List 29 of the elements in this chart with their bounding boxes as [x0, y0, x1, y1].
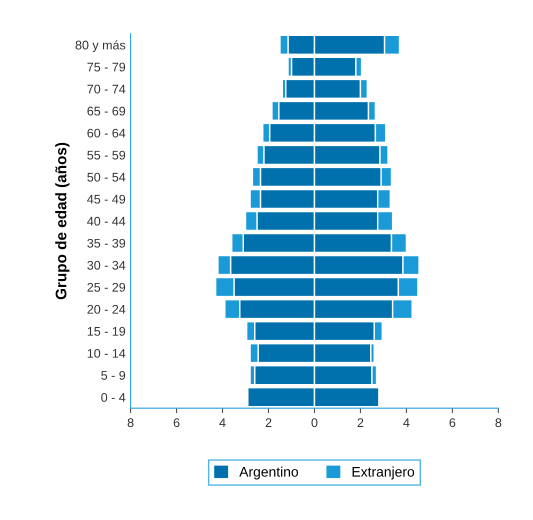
y-tick-label: 20 - 24	[87, 304, 126, 314]
y-tick-label: 70 - 74	[87, 84, 126, 94]
y-tick-label: 80 y más	[76, 40, 126, 52]
x-tick-label: 2	[358, 418, 364, 427]
y-tick-label: 75 - 79	[87, 62, 126, 72]
x-tick-label: 8	[128, 418, 134, 428]
x-tick-label: 4	[403, 418, 410, 427]
y-tick-label: 60 - 64	[87, 128, 126, 138]
y-tick-label: 10 - 14	[88, 348, 126, 358]
legend-label: Argentino	[239, 466, 298, 480]
x-tick-label: 8	[495, 418, 502, 428]
y-tick-label: 65 - 69	[87, 106, 126, 116]
x-tick-label: 2	[266, 418, 272, 427]
y-tick-label: 45 - 49	[87, 194, 126, 204]
y-tick-label: 40 - 44	[87, 216, 126, 226]
y-axis-title: Grupo de edad (años)	[55, 142, 70, 300]
y-tick-label: 0 - 4	[101, 392, 126, 402]
y-tick-label: 15 - 19	[88, 326, 126, 336]
y-tick-label: 25 - 29	[87, 282, 126, 292]
y-tick-label: 50 - 54	[87, 172, 126, 182]
y-tick-label: 30 - 34	[87, 260, 126, 270]
x-tick-label: 4	[219, 418, 226, 427]
legend-label: Extranjero	[352, 466, 414, 480]
x-tick-label: 6	[450, 418, 456, 428]
y-tick-label: 35 - 39	[87, 238, 126, 248]
x-tick-label: 6	[174, 418, 180, 428]
y-tick-label: 5 - 9	[101, 370, 126, 380]
x-tick-label: 0	[311, 418, 318, 428]
y-tick-label: 55 - 59	[87, 150, 126, 160]
